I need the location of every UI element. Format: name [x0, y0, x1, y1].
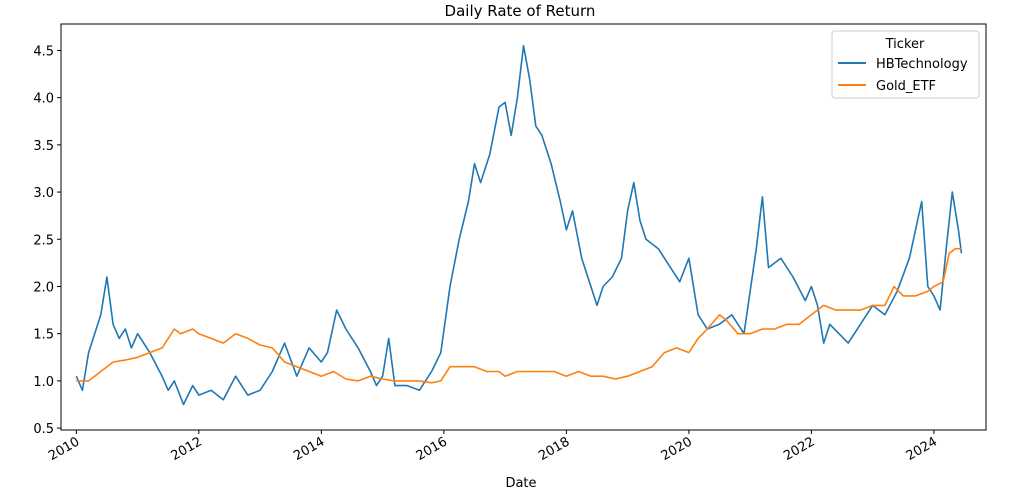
y-axis: 0.5 1.0 1.5 2.0 2.5 3.0 3.5 4.0 4.5: [33, 44, 61, 437]
x-tick-label: 2010: [46, 434, 82, 464]
y-tick-label: 4.0: [33, 92, 54, 107]
x-tick-label: 2018: [536, 434, 572, 464]
x-axis-label: Date: [505, 476, 536, 491]
legend: Ticker HBTechnology Gold_ETF: [831, 30, 980, 99]
x-axis: 2010 2012 2014 2016 2018 2020 2022 2024: [46, 430, 940, 464]
x-tick-label: 2020: [659, 434, 695, 464]
series-layer: [75, 44, 963, 406]
plot-area: [60, 23, 987, 431]
y-tick-label: 1.0: [33, 375, 54, 390]
y-tick-label: 1.5: [33, 328, 54, 343]
x-tick-label: 2014: [291, 434, 327, 464]
series-line-hbtechnology: [75, 44, 963, 406]
chart-title: Daily Rate of Return: [445, 2, 596, 20]
y-tick-label: 2.0: [33, 280, 54, 295]
series-line-gold-etf: [76, 247, 962, 384]
y-tick-label: 0.5: [33, 422, 54, 437]
y-tick-label: 3.0: [33, 186, 54, 201]
legend-label-gold-etf: Gold_ETF: [876, 79, 936, 94]
y-tick-label: 3.5: [33, 139, 54, 154]
x-tick-label: 2016: [414, 434, 450, 464]
y-tick-label: 4.5: [33, 44, 54, 59]
x-tick-label: 2022: [781, 434, 817, 464]
x-tick-label: 2024: [904, 434, 940, 464]
y-tick-label: 2.5: [33, 233, 54, 248]
legend-label-hbtechnology: HBTechnology: [876, 57, 968, 72]
x-tick-label: 2012: [169, 434, 205, 464]
legend-frame: [831, 30, 980, 99]
legend-title: Ticker: [885, 37, 925, 52]
